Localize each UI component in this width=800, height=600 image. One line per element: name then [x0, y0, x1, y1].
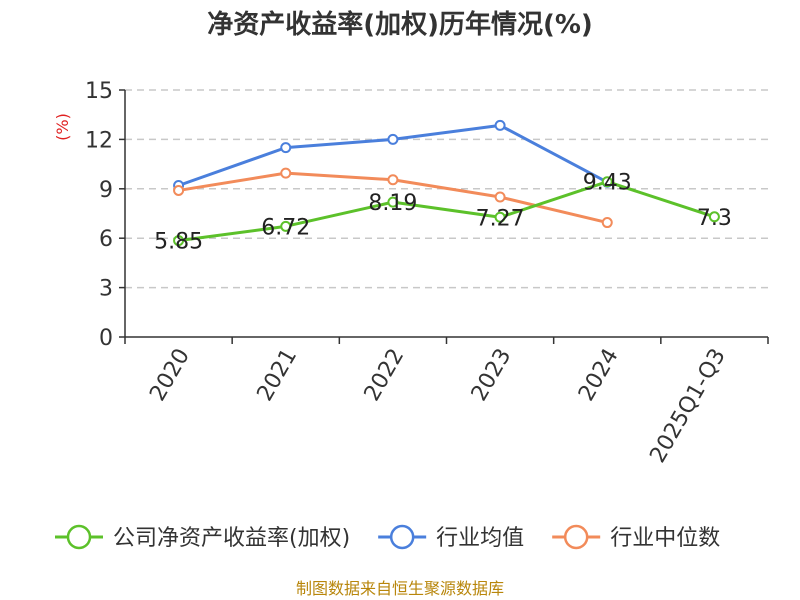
series-0 [173, 176, 720, 247]
y-tick-label-0: 0 [99, 326, 113, 351]
y-tick-label-6: 6 [99, 227, 113, 252]
legend-item-1[interactable]: 行业均值 [378, 524, 524, 551]
data-label-1: 6.72 [261, 215, 310, 240]
point-1-1 [280, 142, 292, 154]
data-label-3: 7.27 [476, 206, 525, 231]
point-0-4 [601, 176, 613, 188]
legend-label-2: 行业中位数 [610, 526, 720, 551]
data-label-5: 7.3 [697, 206, 732, 231]
point-2-0 [173, 184, 185, 196]
y-axis-unit: (%) [53, 113, 72, 141]
data-label-0: 5.85 [154, 230, 203, 255]
chart-title: 净资产收益率(加权)历年情况(%) [207, 9, 593, 40]
data-label-2: 8.19 [368, 191, 417, 216]
x-tick-label-2023: 2023 [467, 345, 517, 406]
point-2-1 [280, 167, 292, 179]
data-labels: 5.85 6.72 8.19 7.27 9.43 7.3 [154, 171, 732, 255]
x-tick-label-2020: 2020 [145, 345, 195, 406]
x-tick-label-2021: 2021 [252, 345, 302, 406]
x-tick-label-2024: 2024 [574, 345, 624, 406]
point-0-3 [494, 211, 506, 223]
point-2-2 [387, 174, 399, 186]
y-tick-label-12: 12 [85, 128, 113, 153]
point-0-2 [387, 196, 399, 208]
legend-swatch-marker-0 [66, 524, 92, 550]
y-tick-label-9: 9 [99, 178, 113, 203]
legend-label-0: 公司净资产收益率(加权) [113, 526, 350, 551]
point-1-3 [494, 119, 506, 131]
x-tick-label-2022: 2022 [360, 345, 410, 406]
point-0-5 [708, 211, 720, 223]
x-tick-label-2025Q1-Q3: 2025Q1-Q3 [645, 345, 730, 468]
y-tick-label-3: 3 [99, 277, 113, 302]
point-2-4 [601, 217, 613, 229]
axes [124, 90, 768, 338]
point-2-3 [494, 191, 506, 203]
legend-swatch-marker-2 [563, 524, 589, 550]
point-0-0 [173, 235, 185, 247]
series-lines [173, 119, 720, 247]
data-label-4: 9.43 [583, 171, 632, 196]
legend-item-2[interactable]: 行业中位数 [552, 524, 720, 551]
series-line-0 [178, 180, 715, 243]
source-note: 制图数据来自恒生聚源数据库 [296, 579, 504, 598]
y-tick-label-15: 15 [85, 79, 113, 104]
point-0-1 [280, 220, 292, 232]
y-axis-ticks: 0 3 6 9 12 15 [85, 79, 125, 351]
legend-item-0[interactable]: 公司净资产收益率(加权) [55, 524, 350, 551]
legend-label-1: 行业均值 [436, 526, 524, 551]
legend-swatch-marker-1 [389, 524, 415, 550]
legend[interactable]: 公司净资产收益率(加权) 行业均值 行业中位数 [55, 524, 720, 551]
point-1-2 [387, 133, 399, 145]
x-axis-ticks: 2020 2021 2022 2023 2024 2025Q1-Q3 [124, 337, 769, 468]
